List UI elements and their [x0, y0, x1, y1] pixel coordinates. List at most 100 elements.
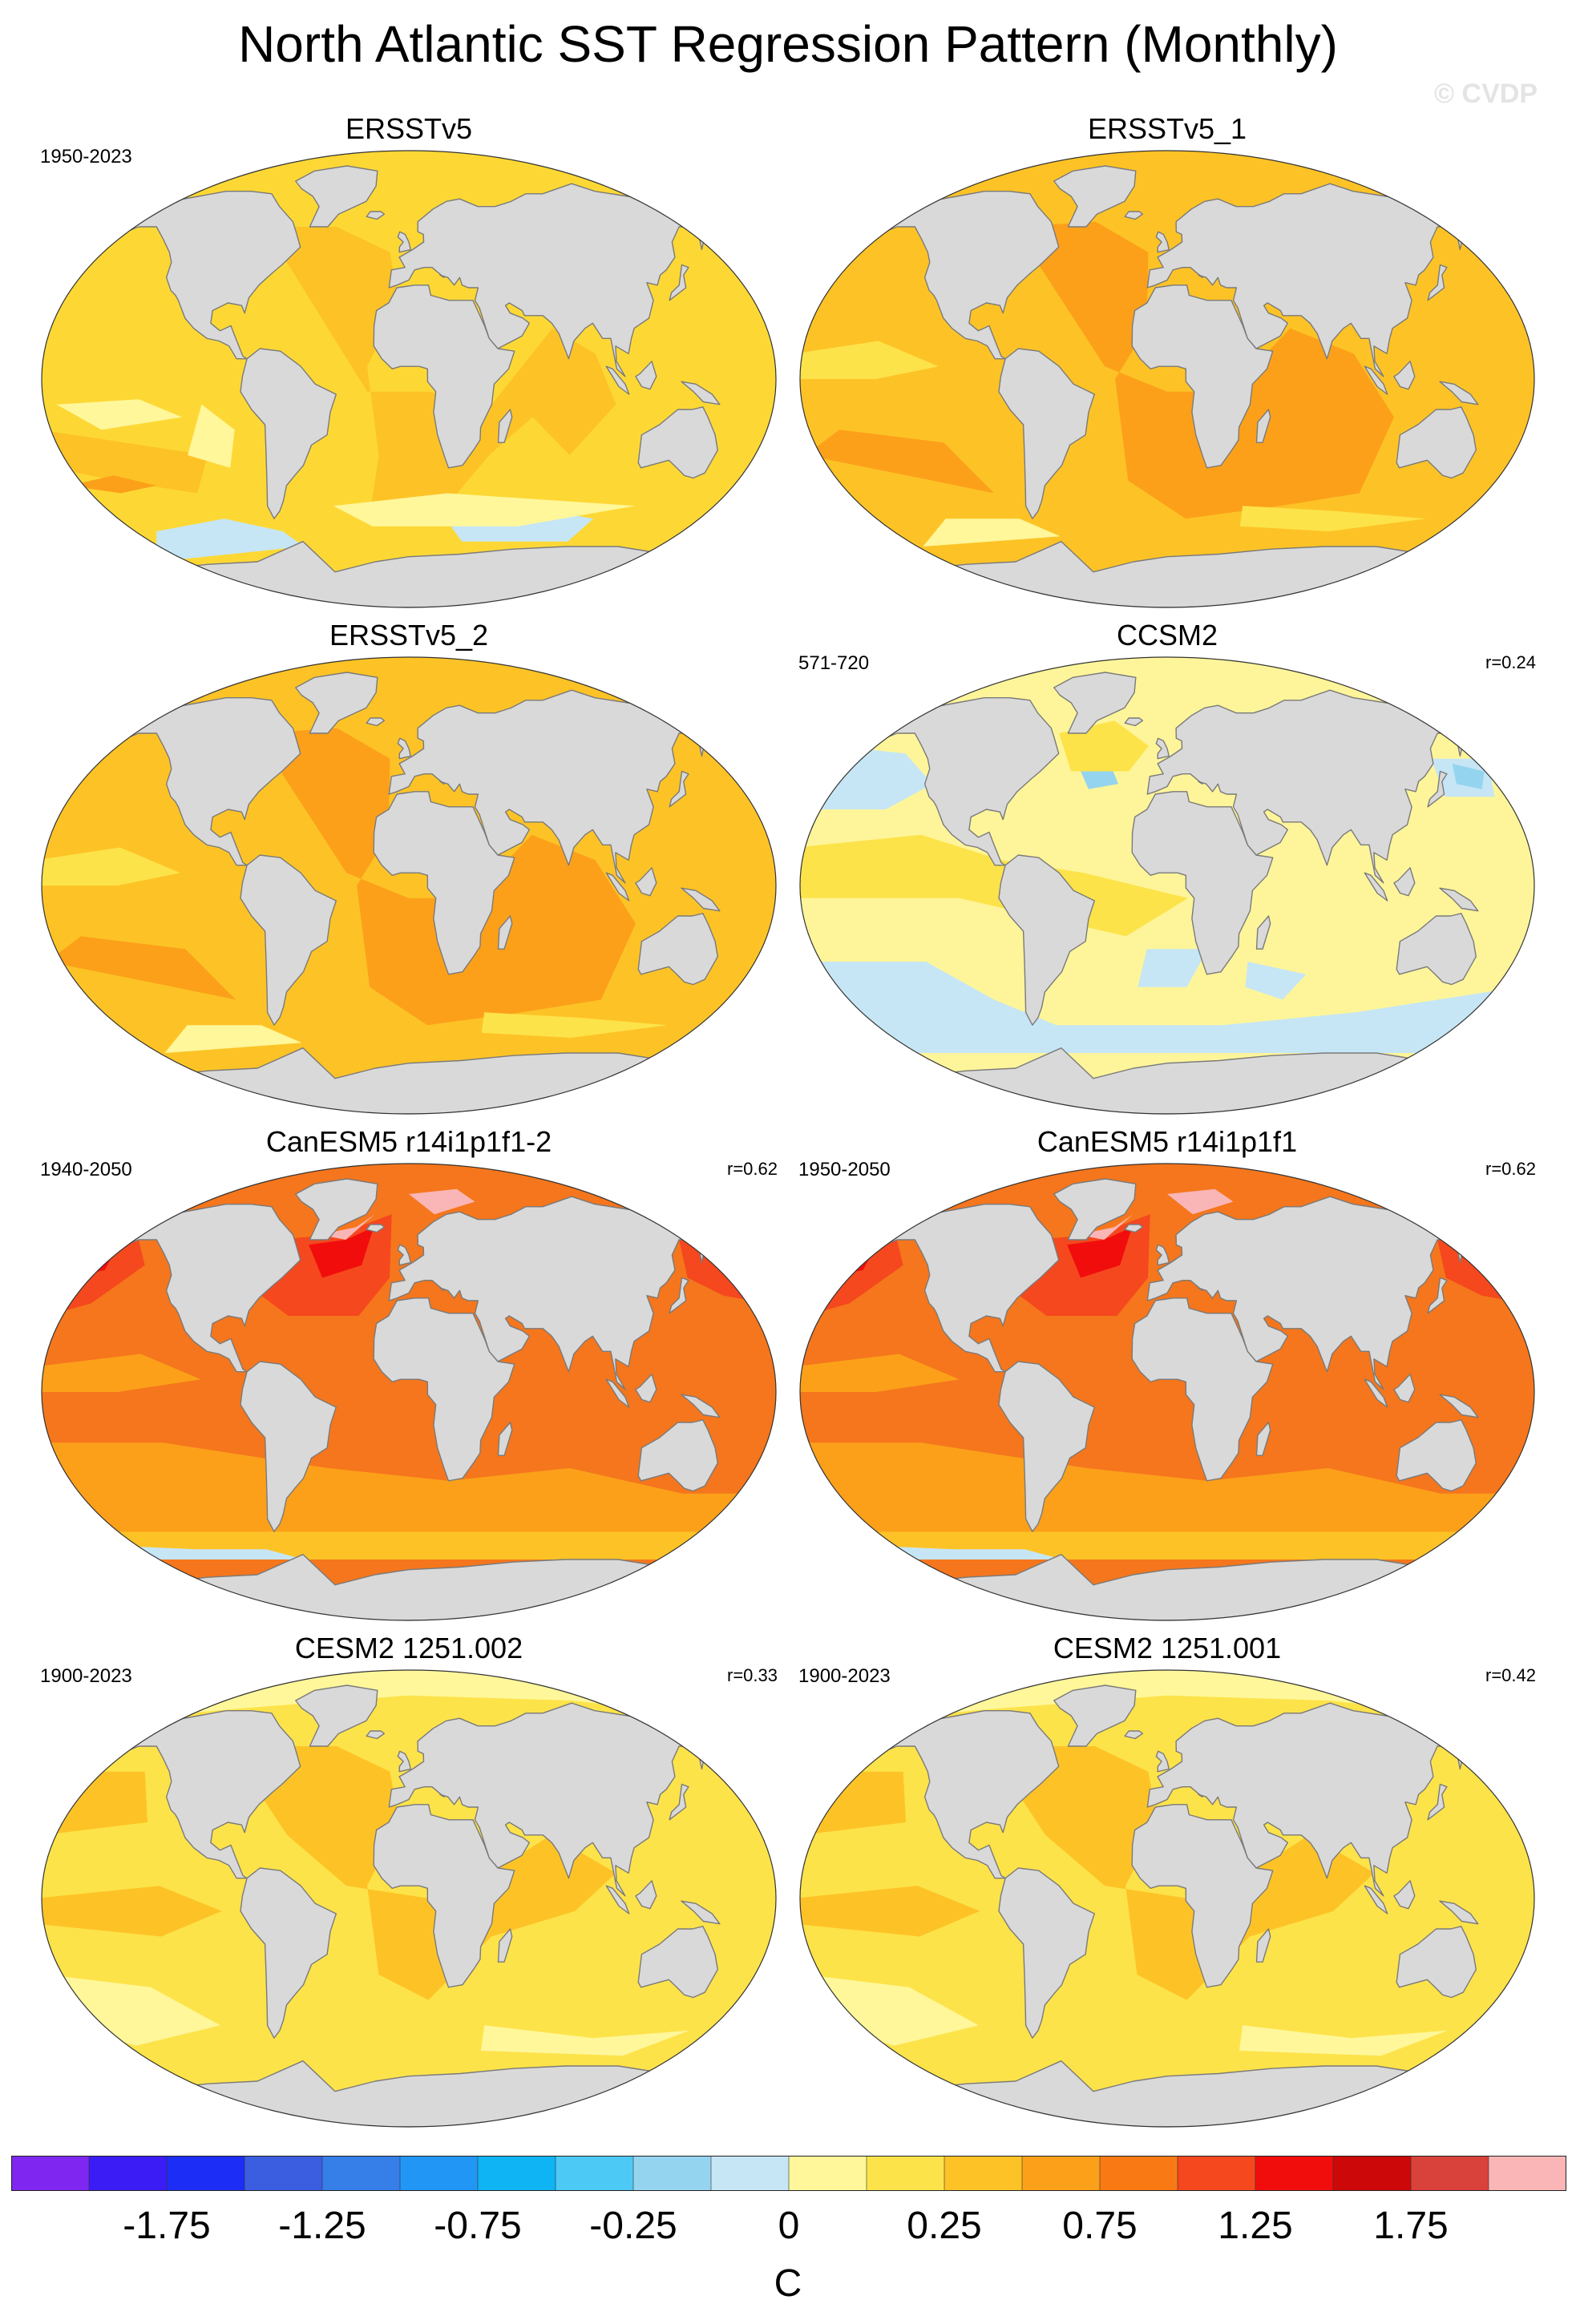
- landmass-madagascar: [1255, 409, 1271, 443]
- panel: CESM2 1251.001 1900-2023 r=0.42: [798, 1632, 1536, 2128]
- sst-anomaly-region: [800, 1442, 1519, 1532]
- panel-title: ERSSTv5: [345, 112, 473, 145]
- panel-title: CCSM2: [1116, 619, 1218, 652]
- landmass-japan: [669, 264, 689, 301]
- panel: ERSSTv5 1950-2023: [40, 112, 778, 609]
- panel: ERSSTv5_1: [798, 112, 1536, 609]
- colorbar-swatch: [555, 2156, 634, 2191]
- panel-period: 1940-2050: [40, 1159, 132, 1180]
- colorbar-swatch: [244, 2156, 323, 2191]
- map-border: [799, 1669, 1535, 2128]
- sst-map: [41, 150, 777, 608]
- colorbar-swatch: [321, 2156, 401, 2191]
- sst-anomaly-region: [805, 430, 995, 494]
- landmass-borneo: [1393, 361, 1416, 390]
- landmass-iceland: [366, 1224, 386, 1233]
- landmass-japan: [1427, 264, 1448, 301]
- landmass-eurasia: [388, 183, 731, 377]
- colorbar-tick-label: 1.25: [1218, 2205, 1293, 2247]
- sst-anomaly-region: [333, 493, 636, 527]
- colorbar-tick-label: 1.75: [1373, 2205, 1449, 2247]
- landmass-northAmerica: [869, 191, 1060, 360]
- landmass-britain: [1155, 1244, 1170, 1266]
- landmass-madagascar: [1255, 1928, 1271, 1963]
- panel-correlation: r=0.33: [727, 1665, 778, 1685]
- colorbar-swatch: [477, 2156, 556, 2191]
- sst-map: [41, 1669, 777, 2128]
- colorbar-swatch: [632, 2156, 712, 2191]
- colorbar-swatch: [866, 2156, 945, 2191]
- landmass-sumatra: [605, 1885, 630, 1914]
- landmass-australia: [1396, 1926, 1477, 1999]
- landmass-southAmerica: [998, 348, 1095, 519]
- landmass-madagascar: [497, 1928, 513, 1963]
- landmass-southAmerica: [240, 1867, 337, 2039]
- colorbar-swatch: [1021, 2156, 1101, 2191]
- landmass-africa: [1131, 1804, 1274, 1988]
- colorbar-swatch: [11, 2156, 90, 2191]
- landmass-madagascar: [497, 1422, 513, 1456]
- landmass-northAmerica: [869, 697, 1060, 866]
- landmass-newGuinea: [681, 381, 721, 405]
- sst-anomaly-region: [1138, 949, 1208, 987]
- landmass-greenland: [1053, 1178, 1137, 1241]
- landmass-southAmerica: [240, 854, 337, 1026]
- landmass-africa: [373, 1804, 515, 1988]
- landmass-newGuinea: [1439, 1394, 1479, 1418]
- colorbar-tick-label: 0.25: [907, 2205, 982, 2247]
- cvdp-watermark: © CVDP: [1434, 79, 1538, 109]
- landmass-iceland: [1124, 1224, 1144, 1233]
- sst-anomaly-region: [1014, 221, 1394, 519]
- landmass-sumatra: [1364, 1378, 1388, 1408]
- panel-period: 1950-2023: [40, 146, 132, 167]
- landmass-newGuinea: [681, 887, 721, 912]
- panel-title: CanESM5 r14i1p1f1: [1037, 1125, 1298, 1158]
- colorbar-swatch: [1410, 2156, 1489, 2191]
- sst-anomaly-region: [164, 1025, 302, 1053]
- landmass-iceland: [366, 211, 386, 220]
- sst-map: [799, 656, 1535, 1115]
- panel-correlation: r=0.42: [1485, 1665, 1536, 1685]
- sst-anomaly-region: [309, 1227, 374, 1278]
- landmass-iceland: [1124, 211, 1144, 220]
- landmass-newGuinea: [681, 1394, 721, 1418]
- landmass-japan: [1427, 1783, 1448, 1821]
- sst-map: [799, 1163, 1535, 1621]
- sst-anomaly-region: [800, 1354, 960, 1392]
- sst-anomaly-region: [46, 936, 236, 1000]
- sst-anomaly-region: [42, 847, 180, 886]
- sst-anomaly-region: [987, 1746, 1375, 2000]
- landmass-africa: [373, 1297, 515, 1482]
- panel-title: ERSSTv5_2: [329, 619, 489, 652]
- sst-anomaly-region: [42, 1354, 201, 1392]
- landmass-australia: [637, 1419, 718, 1492]
- landmass-southAmerica: [240, 348, 337, 519]
- colorbar-swatch: [1332, 2156, 1412, 2191]
- landmass-borneo: [1393, 1374, 1416, 1403]
- colorbar-swatch: [166, 2156, 245, 2191]
- landmass-australia: [637, 1926, 718, 1999]
- landmass-iceland: [366, 1730, 386, 1740]
- sst-anomaly-region: [1167, 1188, 1234, 1215]
- landmass-madagascar: [1255, 1422, 1271, 1456]
- landmass-britain: [397, 1750, 411, 1773]
- landmass-northAmerica: [111, 697, 301, 866]
- colorbar-tick-label: 0: [778, 2205, 800, 2247]
- landmass-newGuinea: [1439, 1900, 1479, 1925]
- landmass-iceland: [1124, 1730, 1144, 1740]
- landmass-eurasia: [388, 689, 731, 884]
- landmass-sumatra: [1364, 872, 1388, 902]
- landmass-britain: [397, 737, 411, 760]
- landmass-greenland: [295, 165, 378, 228]
- colorbar-swatch: [1177, 2156, 1256, 2191]
- landmass-australia: [637, 406, 718, 479]
- landmass-africa: [1131, 284, 1274, 469]
- panel-correlation: r=0.62: [727, 1159, 778, 1179]
- map-border: [799, 656, 1535, 1115]
- landmass-madagascar: [497, 915, 513, 950]
- landmass-japan: [669, 770, 689, 808]
- landmass-northAmerica: [111, 191, 301, 360]
- landmass-borneo: [635, 1880, 657, 1910]
- map-border: [799, 1163, 1535, 1621]
- landmass-britain: [1155, 1750, 1170, 1773]
